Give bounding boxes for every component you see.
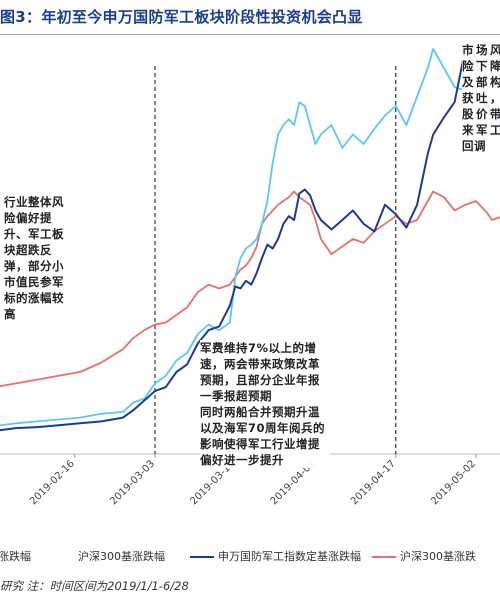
legend-item-3: 申万国防军工指数定基涨跌幅: [190, 548, 361, 564]
title-divider: [0, 34, 500, 35]
legend: 涨跌幅 沪深300基涨跌幅 申万国防军工指数定基涨跌幅 沪深300基涨跌: [0, 548, 500, 566]
series-line-2: [0, 190, 500, 388]
x-tick-label-5: 2019-05-02: [429, 458, 478, 507]
legend-item-2: 沪深300基涨跌幅: [78, 550, 165, 563]
legend-swatch-navy: [190, 556, 214, 558]
annotation-middle: 军费维持7%以上的增速，两会带来政策改革预期，且部分企业年报一季报超预期 同时两…: [200, 340, 330, 468]
x-tick-label-0: 2019-02-16: [28, 458, 77, 507]
annotation-right: 市场风险下降及部构获吐，股价带来军工回调: [462, 42, 500, 154]
annotation-left: 行业整体风险偏好提升、军工板块超跌反弹，部分小市值民参军标的涨幅较高: [4, 194, 72, 322]
legend-item-4: 沪深300基涨跌: [372, 548, 476, 564]
footer-note: 研究 注：时间区间为2019/1/1-6/28: [0, 579, 189, 593]
x-tick-label-1: 2019-03-03: [108, 458, 157, 507]
legend-swatch-red: [372, 556, 396, 558]
chart-title: 图3：年初至今申万国防军工板块阶段性投资机会凸显: [0, 8, 363, 26]
legend-item-1: 涨跌幅: [0, 550, 31, 563]
x-tick-label-4: 2019-04-17: [349, 458, 398, 507]
